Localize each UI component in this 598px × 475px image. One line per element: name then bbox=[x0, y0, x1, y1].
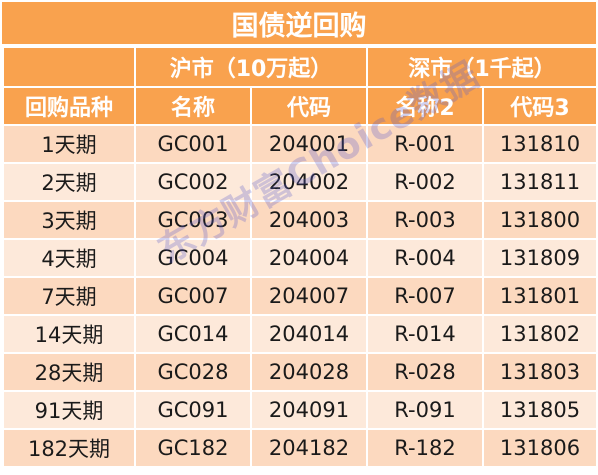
cell-sz-code: 131803 bbox=[482, 352, 598, 392]
cell-sh-code: 204182 bbox=[250, 428, 368, 468]
table-row: 3天期 GC003 204003 R-003 131800 bbox=[2, 200, 598, 240]
cell-sh-name: GC003 bbox=[134, 200, 252, 240]
cell-sz-name: R-004 bbox=[366, 238, 484, 278]
cell-sh-code: 204003 bbox=[250, 200, 368, 240]
cell-product: 4天期 bbox=[2, 238, 136, 278]
cell-sz-name: R-003 bbox=[366, 200, 484, 240]
table-row: 182天期 GC182 204182 R-182 131806 bbox=[2, 428, 598, 468]
cell-product: 182天期 bbox=[2, 428, 136, 468]
cell-sz-name: R-014 bbox=[366, 314, 484, 354]
table-row: 28天期 GC028 204028 R-028 131803 bbox=[2, 352, 598, 392]
group-header-blank bbox=[2, 46, 136, 88]
cell-sz-code: 131806 bbox=[482, 428, 598, 468]
cell-sh-name: GC182 bbox=[134, 428, 252, 468]
cell-product: 7天期 bbox=[2, 276, 136, 316]
table-row: 1天期 GC001 204001 R-001 131810 bbox=[2, 124, 598, 164]
cell-sh-name: GC014 bbox=[134, 314, 252, 354]
cell-sz-code: 131809 bbox=[482, 238, 598, 278]
cell-sz-name: R-001 bbox=[366, 124, 484, 164]
group-header-shanghai: 沪市（10万起） bbox=[134, 46, 368, 88]
table-title: 国债逆回购 bbox=[2, 2, 596, 46]
group-header-row: 沪市（10万起） 深市（1千起） bbox=[2, 46, 598, 88]
cell-sh-code: 204001 bbox=[250, 124, 368, 164]
column-header-product: 回购品种 bbox=[2, 86, 136, 126]
cell-sh-name: GC028 bbox=[134, 352, 252, 392]
cell-product: 1天期 bbox=[2, 124, 136, 164]
column-header-sh-code: 代码 bbox=[250, 86, 368, 126]
cell-sh-code: 204091 bbox=[250, 390, 368, 430]
cell-sz-name: R-182 bbox=[366, 428, 484, 468]
column-header-sh-name: 名称 bbox=[134, 86, 252, 126]
column-header-sz-name: 名称2 bbox=[366, 86, 484, 126]
cell-sz-name: R-091 bbox=[366, 390, 484, 430]
cell-sz-code: 131800 bbox=[482, 200, 598, 240]
cell-sz-code: 131810 bbox=[482, 124, 598, 164]
cell-sz-name: R-002 bbox=[366, 162, 484, 202]
cell-sh-code: 204002 bbox=[250, 162, 368, 202]
cell-sh-name: GC002 bbox=[134, 162, 252, 202]
cell-sh-code: 204014 bbox=[250, 314, 368, 354]
cell-sz-code: 131805 bbox=[482, 390, 598, 430]
repo-table-container: 国债逆回购 沪市（10万起） 深市（1千起） 回购品种 名称 代码 名称2 代码… bbox=[2, 2, 598, 468]
table-row: 4天期 GC004 204004 R-004 131809 bbox=[2, 238, 598, 278]
cell-sz-name: R-028 bbox=[366, 352, 484, 392]
repo-table: 沪市（10万起） 深市（1千起） 回购品种 名称 代码 名称2 代码3 1天期 … bbox=[2, 46, 598, 468]
cell-sh-code: 204028 bbox=[250, 352, 368, 392]
cell-sh-code: 204007 bbox=[250, 276, 368, 316]
cell-sz-name: R-007 bbox=[366, 276, 484, 316]
cell-product: 91天期 bbox=[2, 390, 136, 430]
column-header-row: 回购品种 名称 代码 名称2 代码3 bbox=[2, 86, 598, 126]
cell-product: 14天期 bbox=[2, 314, 136, 354]
cell-sh-name: GC007 bbox=[134, 276, 252, 316]
column-header-sz-code: 代码3 bbox=[482, 86, 598, 126]
table-row: 91天期 GC091 204091 R-091 131805 bbox=[2, 390, 598, 430]
table-row: 2天期 GC002 204002 R-002 131811 bbox=[2, 162, 598, 202]
cell-sz-code: 131811 bbox=[482, 162, 598, 202]
cell-product: 28天期 bbox=[2, 352, 136, 392]
cell-sh-name: GC001 bbox=[134, 124, 252, 164]
table-row: 14天期 GC014 204014 R-014 131802 bbox=[2, 314, 598, 354]
cell-sz-code: 131802 bbox=[482, 314, 598, 354]
group-header-shenzhen: 深市（1千起） bbox=[366, 46, 598, 88]
cell-sh-name: GC004 bbox=[134, 238, 252, 278]
cell-sh-name: GC091 bbox=[134, 390, 252, 430]
cell-product: 2天期 bbox=[2, 162, 136, 202]
cell-sz-code: 131801 bbox=[482, 276, 598, 316]
cell-sh-code: 204004 bbox=[250, 238, 368, 278]
cell-product: 3天期 bbox=[2, 200, 136, 240]
table-row: 7天期 GC007 204007 R-007 131801 bbox=[2, 276, 598, 316]
